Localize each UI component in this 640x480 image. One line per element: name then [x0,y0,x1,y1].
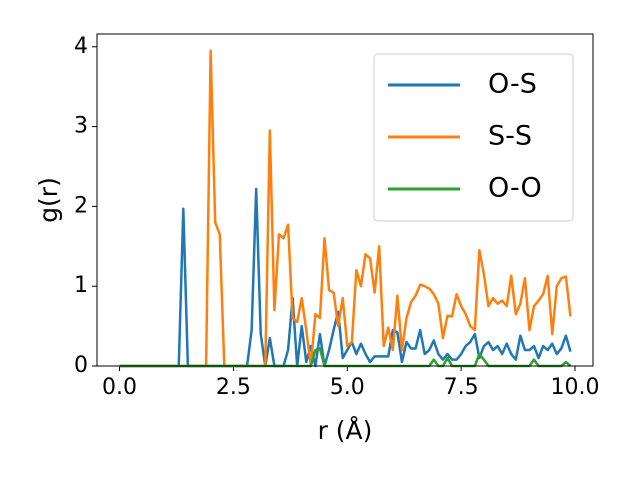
y-tick-label: 1 [74,273,88,298]
y-tick-label: 3 [74,114,88,139]
x-axis-label: r (Å) [318,416,373,445]
y-tick-label: 4 [74,34,88,59]
x-tick-label: 5.0 [330,375,365,400]
x-tick-label: 0.0 [102,375,137,400]
x-tick-label: 2.5 [216,375,251,400]
y-axis-label: g(r) [34,177,63,223]
legend-box [373,53,574,222]
plot-frame [96,33,594,367]
legend-label: O-O [488,173,542,204]
x-tick-label: 10.0 [551,375,600,400]
legend-label: S-S [488,121,532,152]
x-tick-label: 7.5 [444,375,479,400]
legend-label: O-S [488,69,537,100]
y-tick-label: 0 [74,353,88,378]
y-tick-label: 2 [74,193,88,218]
